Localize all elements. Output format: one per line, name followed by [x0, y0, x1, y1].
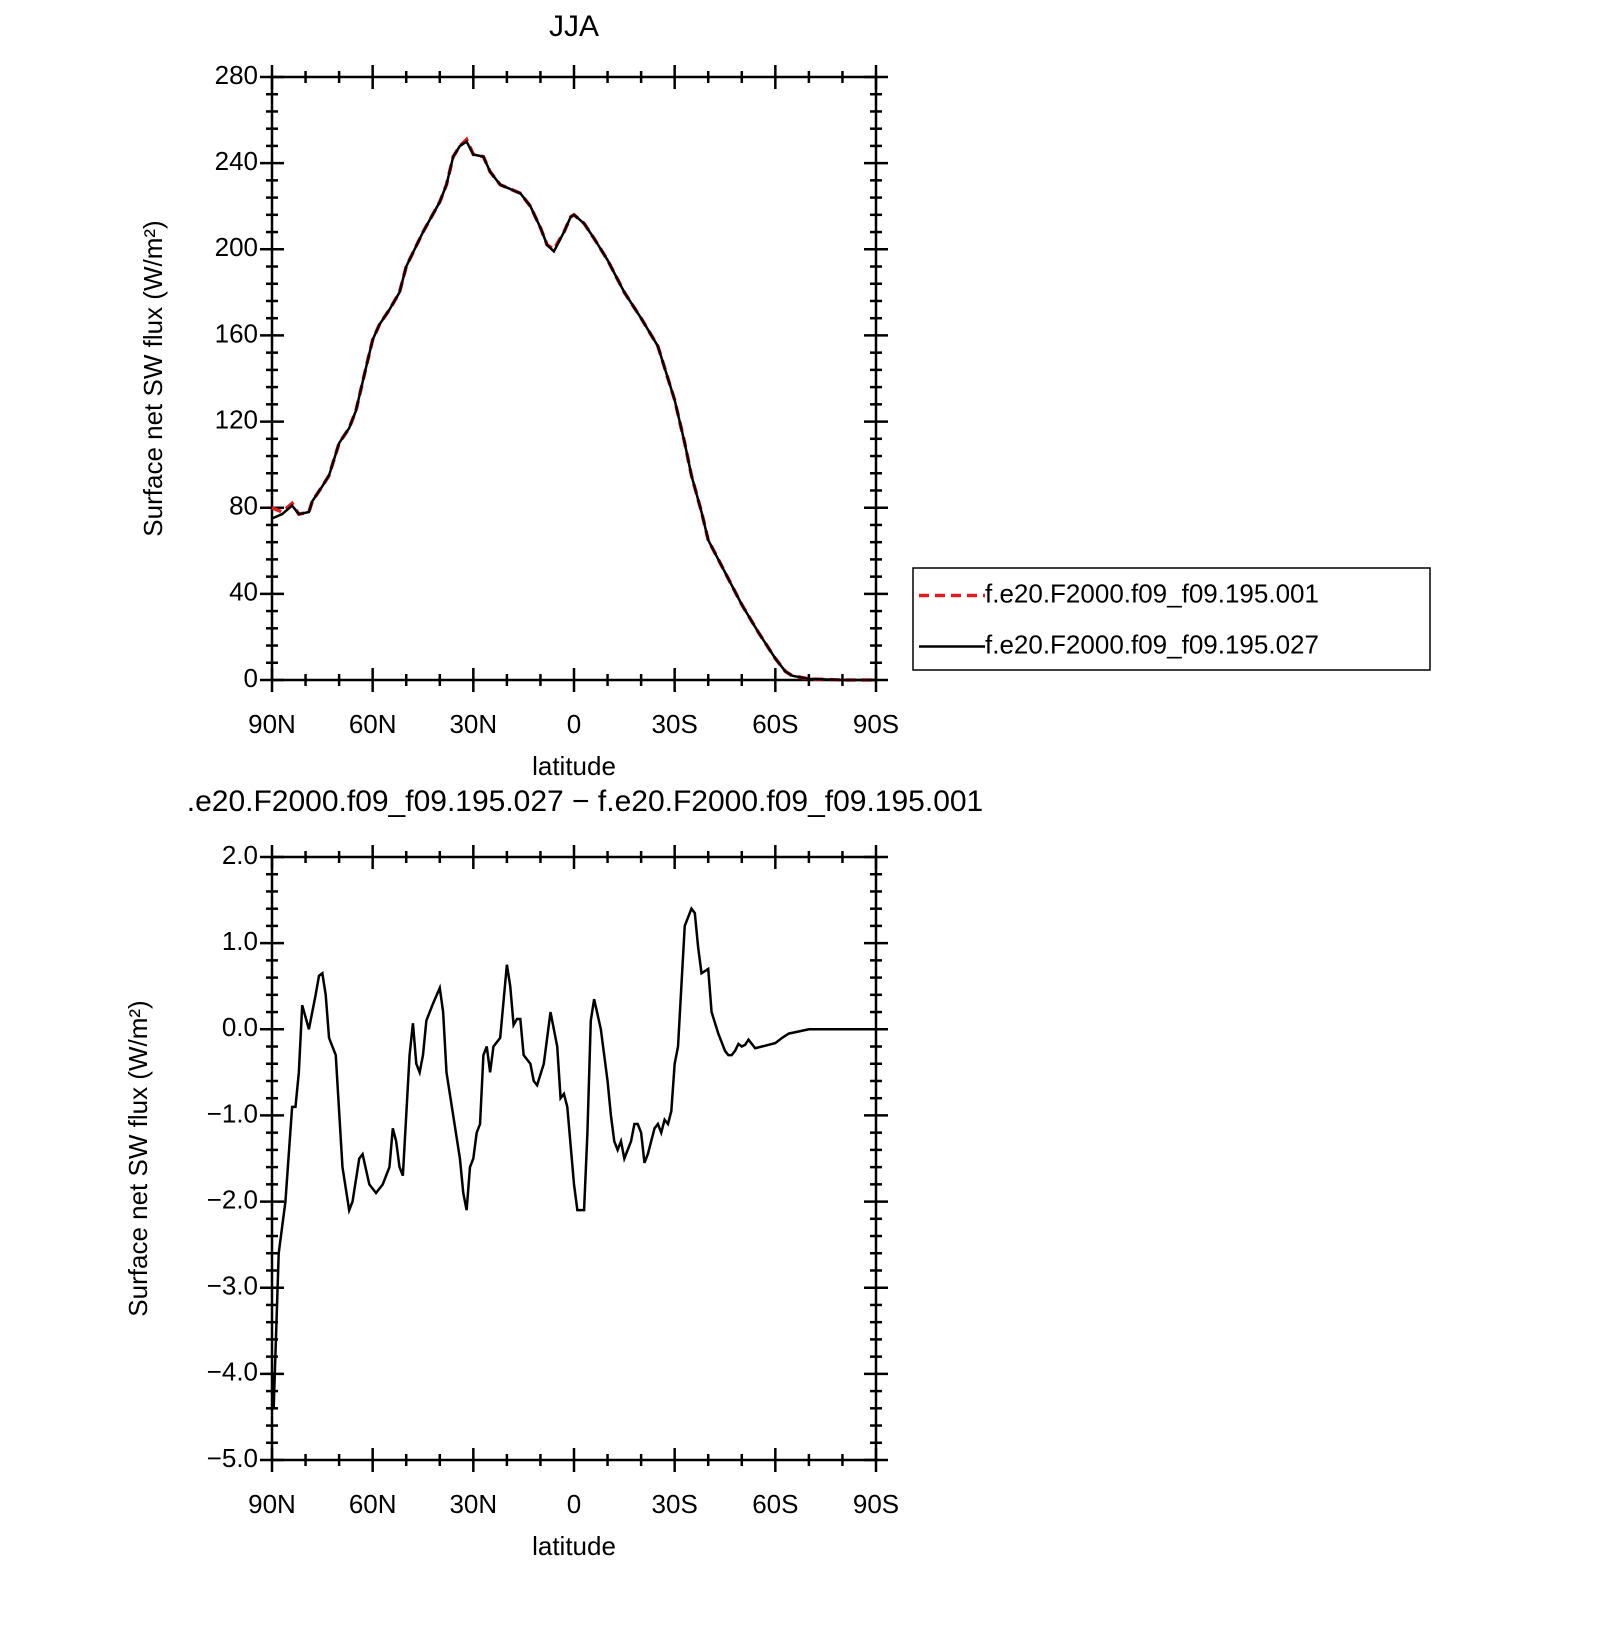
x-tick-label: 60S: [752, 709, 798, 739]
x-tick-label: 90N: [248, 1489, 296, 1519]
x-tick-label: 60N: [349, 709, 397, 739]
y-tick-label: 1.0: [222, 926, 258, 956]
chart-title: .e20.F2000.f09_f09.195.027 − f.e20.F2000…: [187, 785, 984, 818]
y-tick-label: 40: [229, 577, 258, 607]
y-tick-label: 160: [215, 318, 258, 348]
legend-box: [912, 567, 1431, 671]
x-tick-label: 30S: [652, 709, 698, 739]
x-axis-label: latitude: [532, 1531, 616, 1561]
x-tick-label: 30N: [449, 1489, 497, 1519]
x-tick-label: 30N: [449, 709, 497, 739]
y-tick-label: −2.0: [207, 1184, 258, 1214]
chart-title: JJA: [549, 10, 599, 43]
y-tick-label: 240: [215, 146, 258, 176]
x-tick-label: 60S: [752, 1489, 798, 1519]
x-tick-label: 90S: [853, 1489, 899, 1519]
y-tick-label: 200: [215, 232, 258, 262]
y-axis-label: Surface net SW flux (W/m²): [138, 220, 168, 536]
x-tick-label: 0: [567, 709, 581, 739]
y-tick-label: −1.0: [207, 1098, 258, 1128]
y-tick-label: −3.0: [207, 1271, 258, 1301]
legend-label: f.e20.F2000.f09_f09.195.001: [985, 578, 1319, 608]
x-axis-label: latitude: [532, 751, 616, 781]
x-tick-label: 60N: [349, 1489, 397, 1519]
x-tick-label: 30S: [652, 1489, 698, 1519]
data-line: [270, 906, 876, 1409]
legend-label: f.e20.F2000.f09_f09.195.027: [985, 629, 1319, 659]
y-tick-label: 2.0: [222, 840, 258, 870]
y-axis-label: Surface net SW flux (W/m²): [123, 1000, 153, 1316]
y-tick-label: 280: [215, 60, 258, 90]
data-line: [271, 136, 876, 682]
y-tick-label: 0: [244, 663, 258, 693]
x-tick-label: 90S: [853, 709, 899, 739]
y-tick-label: 0.0: [222, 1012, 258, 1042]
x-tick-label: 90N: [248, 709, 296, 739]
y-tick-label: 120: [215, 404, 258, 434]
y-tick-label: 80: [229, 491, 258, 521]
x-tick-label: 0: [567, 1489, 581, 1519]
y-tick-label: −5.0: [207, 1443, 258, 1473]
y-tick-label: −4.0: [207, 1357, 258, 1387]
data-line: [271, 139, 876, 682]
